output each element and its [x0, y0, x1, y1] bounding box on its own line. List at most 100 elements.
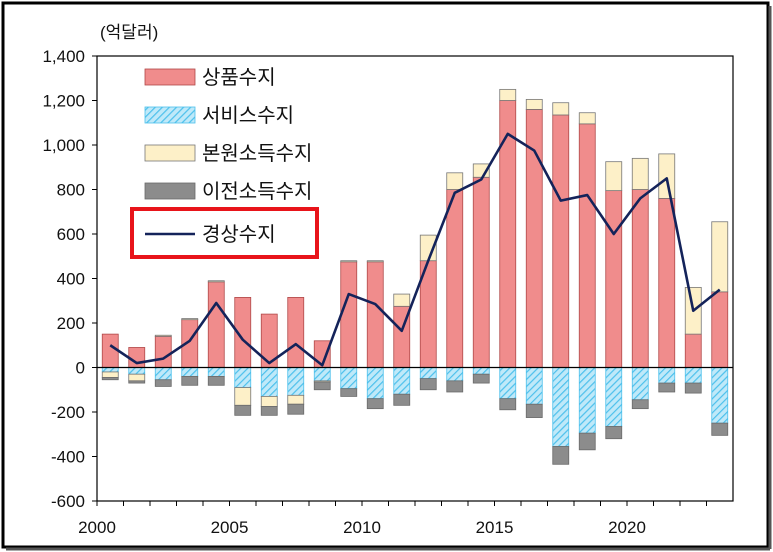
bar-secondary-income — [419, 378, 437, 391]
bar-secondary-income — [446, 380, 464, 393]
x-tick-label: 2005 — [211, 518, 249, 537]
bar-secondary-income — [287, 403, 305, 415]
legend-label-secondary-income: 이전소득수지 — [202, 179, 312, 203]
bar-primary-income — [525, 98, 543, 110]
legend-label-current-account: 경상수지 — [202, 222, 276, 246]
bar-primary-income — [658, 153, 676, 199]
bar-secondary-income — [472, 373, 490, 384]
bar-services — [234, 367, 252, 388]
legend-label-services: 서비스수지 — [202, 103, 294, 127]
bar-primary-income — [711, 221, 729, 293]
bar-primary-income — [446, 172, 464, 190]
bar-secondary-income — [154, 379, 172, 387]
y-tick-label: -200 — [51, 403, 85, 422]
bar-services — [313, 367, 331, 382]
bar-series — [101, 88, 729, 465]
bar-secondary-income — [552, 446, 570, 465]
bar-primary-income — [101, 371, 119, 378]
bar-secondary-income — [101, 377, 119, 381]
x-tick-label: 2020 — [608, 518, 646, 537]
bar-services — [552, 367, 570, 447]
bar-secondary-income — [181, 375, 199, 386]
y-tick-label: 1,400 — [42, 47, 85, 66]
bar-services — [128, 367, 146, 375]
bar-secondary-income — [128, 380, 146, 384]
bar-primary-income — [234, 387, 252, 406]
bar-secondary-income — [605, 426, 623, 440]
bar-services — [711, 367, 729, 424]
y-tick-label: 800 — [57, 181, 85, 200]
bar-primary-income — [181, 318, 199, 321]
x-tick-label: 2000 — [78, 518, 116, 537]
bar-goods — [340, 261, 358, 368]
bar-secondary-income — [631, 399, 649, 410]
bar-goods — [154, 335, 172, 368]
bar-primary-income — [287, 394, 305, 405]
bar-secondary-income — [207, 375, 225, 386]
y-tick-label: -400 — [51, 448, 85, 467]
bar-primary-income — [578, 112, 596, 125]
legend-label-primary-income: 본원소득수지 — [202, 141, 312, 165]
x-tick-label: 2010 — [343, 518, 381, 537]
current-account-line-series — [109, 132, 721, 367]
legend-swatch-goods — [144, 68, 196, 86]
bar-services — [154, 367, 172, 381]
bar-goods — [552, 114, 570, 368]
bar-goods — [366, 261, 384, 368]
bar-goods — [128, 347, 146, 368]
legend-label-goods: 상품수지 — [202, 65, 276, 89]
bar-goods — [207, 281, 225, 368]
bar-services — [393, 367, 411, 395]
bar-services — [340, 367, 358, 390]
bar-services — [260, 367, 278, 397]
bar-secondary-income — [658, 382, 676, 393]
x-tick-label: 2015 — [476, 518, 514, 537]
bar-services — [287, 367, 305, 396]
bar-services — [684, 367, 702, 384]
bar-services — [366, 367, 384, 400]
bar-goods — [578, 123, 596, 368]
bar-primary-income — [128, 373, 146, 382]
bar-secondary-income — [260, 406, 278, 416]
bar-services — [181, 367, 199, 377]
bar-goods — [684, 333, 702, 368]
bar-secondary-income — [340, 388, 358, 397]
bar-secondary-income — [711, 422, 729, 436]
bar-primary-income — [631, 157, 649, 190]
bar-services — [499, 367, 517, 400]
bar-secondary-income — [499, 398, 517, 411]
bar-primary-income — [499, 88, 517, 101]
legend-swatch-primary-income — [144, 144, 196, 162]
bar-goods — [472, 176, 490, 368]
bar-primary-income — [207, 280, 225, 283]
bar-goods — [446, 189, 464, 368]
bar-goods — [287, 297, 305, 368]
bar-services — [578, 367, 596, 434]
y-tick-label: 200 — [57, 314, 85, 333]
bar-goods — [658, 197, 676, 368]
bar-services — [419, 367, 437, 380]
bar-secondary-income — [525, 403, 543, 418]
bar-services — [631, 367, 649, 401]
bar-goods — [101, 333, 119, 368]
bar-services — [446, 367, 464, 382]
bar-secondary-income — [578, 432, 596, 451]
legend: 상품수지 서비스수지 본원소득수지 이전소득수지 경상수지 — [130, 65, 319, 259]
bar-primary-income — [366, 260, 384, 263]
bar-services — [605, 367, 623, 427]
x-axis: 2000 2005 2010 2015 2020 — [78, 501, 707, 537]
bar-services — [658, 367, 676, 384]
y-tick-label: 1,000 — [42, 136, 85, 155]
y-tick-label: -600 — [51, 492, 85, 511]
bar-services — [472, 367, 490, 375]
legend-swatch-secondary-income — [144, 182, 196, 200]
bar-primary-income — [552, 102, 570, 116]
y-axis: 1,400 1,200 1,000 800 600 400 200 0 -200 -400 -600 — [42, 47, 97, 511]
bar-primary-income — [260, 396, 278, 407]
bar-services — [207, 367, 225, 377]
bar-goods — [711, 291, 729, 368]
bar-secondary-income — [234, 404, 252, 416]
current-account-line — [109, 132, 721, 367]
